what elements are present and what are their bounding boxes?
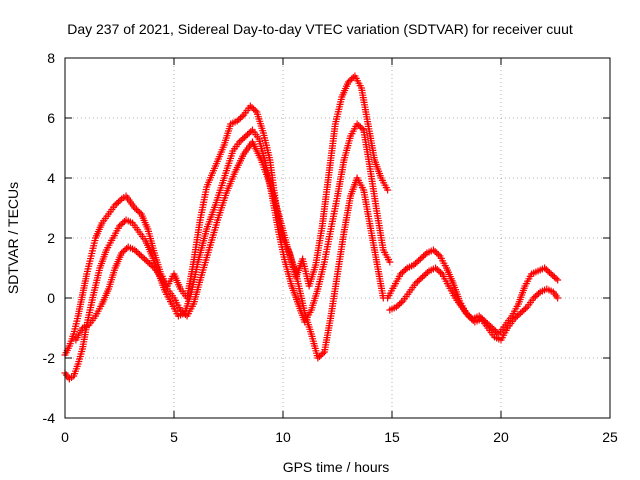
- y-tick-label: 0: [47, 290, 55, 306]
- y-tick-label: -2: [43, 350, 56, 366]
- x-axis-label: GPS time / hours: [283, 459, 390, 475]
- y-axis-label: SDTVAR / TECUs: [5, 182, 21, 294]
- y-tick-label: 4: [47, 170, 55, 186]
- series-markers: [386, 264, 562, 344]
- y-tick-label: 8: [47, 50, 55, 66]
- x-tick-label: 20: [493, 429, 509, 445]
- x-tick-label: 5: [170, 429, 178, 445]
- chart-title: Day 237 of 2021, Sidereal Day-to-day VTE…: [67, 21, 573, 37]
- y-tick-label: -4: [43, 410, 56, 426]
- series-3: [72, 138, 387, 362]
- series-5: [386, 264, 562, 344]
- x-tick-label: 25: [602, 429, 618, 445]
- x-tick-label: 0: [61, 429, 69, 445]
- y-tick-label: 6: [47, 110, 55, 126]
- series-markers: [72, 138, 387, 362]
- x-tick-label: 15: [384, 429, 400, 445]
- axis-ticks: 0 5 10 15 20 25 -4 -2 0 2 4 6 8: [43, 50, 618, 445]
- y-tick-label: 2: [47, 230, 55, 246]
- x-tick-label: 10: [275, 429, 291, 445]
- data-points: [61, 72, 562, 383]
